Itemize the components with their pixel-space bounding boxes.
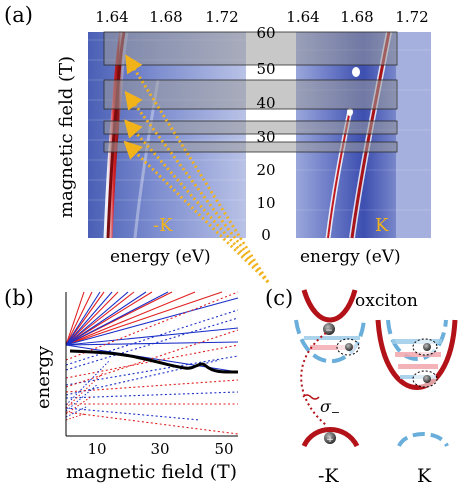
svg-text:+: + — [326, 435, 334, 445]
field-tick-20: 20 — [256, 161, 275, 179]
field-ticks: 60 50 40 30 20 10 0 — [256, 24, 275, 244]
panel-c-valley-left: -K — [318, 465, 339, 487]
panel-b-label: (b) — [4, 286, 34, 310]
tick-right-1: 1.64 — [286, 8, 319, 26]
valence-band-left — [301, 427, 360, 448]
field-tick-40: 40 — [256, 94, 275, 112]
panel-b-x-label: magnetic field (T) — [66, 461, 237, 483]
landau-levels-left — [304, 336, 360, 350]
panel-c-label: (c) — [265, 286, 293, 310]
energy-ticks-right: 1.64 1.68 1.72 — [286, 8, 428, 26]
conduction-band-left — [301, 289, 358, 323]
b-tick-50: 50 — [214, 440, 233, 458]
field-highlight-bands — [103, 31, 398, 153]
electron-icon — [323, 323, 335, 335]
sigma-minus-label: σ− — [320, 397, 340, 419]
band-diagram-left-valley: − σ− + — [294, 289, 366, 448]
panel-a-x-label-right: energy (eV) — [300, 247, 401, 267]
fan-bottom-cluster — [65, 359, 111, 421]
panel-a-label: (a) — [4, 3, 33, 27]
field-tick-60: 60 — [256, 24, 275, 42]
svg-text:−: − — [325, 326, 333, 336]
valley-label-left: -K — [153, 215, 173, 236]
tick-right-2: 1.68 — [340, 8, 373, 26]
fan-dotted — [65, 291, 239, 435]
exciton-curve — [69, 349, 239, 374]
b-tick-10: 10 — [87, 440, 106, 458]
energy-ticks-left: 1.64 1.68 1.72 — [95, 8, 238, 26]
field-tick-50: 50 — [256, 60, 275, 78]
b-tick-30: 30 — [150, 440, 169, 458]
field-tick-10: 10 — [256, 194, 275, 212]
band-diagram-right-valley — [375, 319, 458, 448]
panel-a-x-label-left: energy (eV) — [110, 247, 211, 267]
panel-c-valley-right: K — [417, 465, 432, 487]
tick-right-3: 1.72 — [395, 8, 428, 26]
field-tick-0: 0 — [261, 226, 271, 244]
hole-icon — [324, 432, 336, 444]
panel-c-title: oxciton — [355, 291, 418, 311]
landau-band-right — [386, 319, 448, 361]
panel-b-y-label: energy — [33, 345, 54, 409]
photon-wiggle-icon — [302, 394, 320, 400]
valley-label-right: K — [375, 215, 389, 236]
arrows-to-panel-c — [123, 54, 270, 284]
spectrum-map-right: K — [296, 31, 431, 239]
tick-left-2: 1.68 — [149, 8, 182, 26]
tick-left-1: 1.64 — [95, 8, 128, 26]
transition-path — [300, 332, 327, 426]
conduction-band-right — [375, 319, 458, 390]
panel-a-y-label: magnetic field (T) — [56, 56, 77, 218]
landau-fan-plot — [65, 291, 239, 437]
field-tick-30: 30 — [256, 128, 275, 146]
panel-b-x-ticks: 10 30 50 — [87, 440, 233, 458]
tick-left-3: 1.72 — [205, 8, 238, 26]
valence-band-right — [397, 432, 449, 448]
